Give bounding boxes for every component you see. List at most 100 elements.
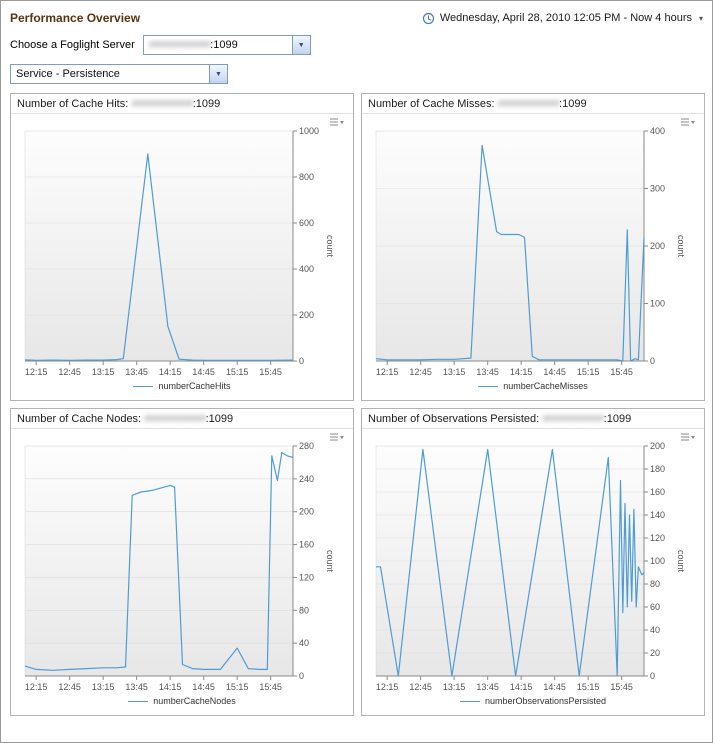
chart-canvas: 0 100 200 300 400 12:15 12:45 13:15 13:45 14:15 14… [375, 126, 686, 377]
page-header: Performance Overview Wednesday, April 28… [10, 11, 703, 25]
chart-legend: numberObservationsPersisted [364, 694, 702, 715]
svg-text:400: 400 [299, 264, 314, 274]
svg-text:40: 40 [299, 638, 309, 648]
server-select-label: Choose a Foglight Server [10, 39, 135, 51]
chart-panel-title: Number of Observations Persisted: ######… [362, 409, 704, 429]
svg-text:80: 80 [299, 605, 309, 615]
svg-text:13:15: 13:15 [92, 367, 115, 377]
chart-menu-icon[interactable] [329, 432, 345, 443]
service-select[interactable]: Service - Persistence ▼ [10, 64, 228, 84]
svg-text:0: 0 [650, 671, 655, 681]
chart-legend-label: numberCacheNodes [153, 696, 236, 706]
svg-text:120: 120 [650, 533, 665, 543]
svg-text:200: 200 [299, 310, 314, 320]
svg-text:80: 80 [650, 579, 660, 589]
svg-text:15:15: 15:15 [577, 682, 600, 692]
svg-text:600: 600 [299, 218, 314, 228]
svg-text:13:45: 13:45 [476, 682, 499, 692]
svg-text:14:15: 14:15 [159, 367, 182, 377]
chart-canvas: 0 40 80 120 160 200 240 280 12:15 12:45 13:15 13:45… [24, 441, 335, 692]
svg-text:15:45: 15:45 [259, 367, 282, 377]
service-select-row: Service - Persistence ▼ [10, 64, 703, 84]
chart-legend-label: numberObservationsPersisted [484, 696, 607, 706]
svg-text:160: 160 [650, 487, 665, 497]
svg-text:180: 180 [650, 464, 665, 474]
svg-text:0: 0 [299, 671, 304, 681]
chart-legend: numberCacheHits [13, 379, 351, 400]
charts-grid: Number of Cache Hits: ############:1099 … [10, 93, 705, 716]
chart-panel-body: 0 40 80 120 160 200 240 280 12:15 12:45 13:15 13:45… [11, 429, 353, 715]
svg-text:40: 40 [650, 625, 660, 635]
svg-text:1000: 1000 [299, 126, 319, 136]
service-select-value: Service - Persistence [16, 68, 120, 80]
chart-legend: numberCacheMisses [364, 379, 702, 400]
chart-panel-body: 0 100 200 300 400 12:15 12:45 13:15 13:45 14:15 14… [362, 114, 704, 400]
svg-text:count: count [676, 235, 686, 258]
svg-text:13:15: 13:15 [443, 682, 466, 692]
chart-panel-body: 0 20 40 60 80 100 120 140 160 180 200 12:15 12:45 13:… [362, 429, 704, 715]
chart-panel-title: Number of Cache Hits: ############:1099 [11, 94, 353, 114]
svg-text:280: 280 [299, 441, 314, 451]
dropdown-arrow-icon[interactable]: ▼ [209, 65, 227, 83]
server-name-redacted: ############ [148, 39, 211, 51]
server-name-redacted: ############ [131, 98, 193, 110]
svg-text:300: 300 [650, 184, 665, 194]
server-name-redacted: ############ [144, 413, 206, 425]
svg-text:14:45: 14:45 [192, 682, 215, 692]
svg-text:20: 20 [650, 648, 660, 658]
server-name-redacted: ############ [497, 98, 560, 110]
svg-text:100: 100 [650, 299, 665, 309]
chart-panel-observations-persisted: Number of Observations Persisted: ######… [361, 408, 705, 716]
svg-text:140: 140 [650, 510, 665, 520]
svg-text:12:15: 12:15 [25, 367, 48, 377]
server-select-row: Choose a Foglight Server ############:10… [10, 35, 703, 55]
chart-canvas: 0 20 40 60 80 100 120 140 160 180 200 12:15 12:45 13:… [375, 441, 686, 692]
svg-text:14:15: 14:15 [159, 682, 182, 692]
legend-line-swatch [459, 700, 480, 702]
svg-text:100: 100 [650, 556, 665, 566]
chart-canvas: 0 200 400 600 800 1000 12:15 12:45 13:15 13:45 14:… [24, 126, 335, 377]
foglight-server-select[interactable]: ############:1099 ▼ [142, 35, 311, 55]
svg-text:15:15: 15:15 [226, 367, 249, 377]
svg-text:12:15: 12:15 [25, 682, 48, 692]
chart-panel-title: Number of Cache Nodes: ############:1099 [11, 409, 353, 429]
svg-text:14:45: 14:45 [543, 367, 566, 377]
chart-menu-icon[interactable] [680, 432, 696, 443]
chart-menu-icon[interactable] [329, 117, 345, 128]
time-range-label: Wednesday, April 28, 2010 12:05 PM - Now… [439, 12, 692, 24]
svg-text:13:15: 13:15 [443, 367, 466, 377]
chart-panel-title: Number of Cache Misses: ############:109… [362, 94, 704, 114]
chart-menu-icon[interactable] [680, 117, 696, 128]
chart-panel-cache-hits: Number of Cache Hits: ############:1099 … [10, 93, 354, 401]
chevron-down-icon: ▾ [698, 13, 703, 23]
legend-line-swatch [133, 385, 154, 387]
chart-panel-cache-nodes: Number of Cache Nodes: ############:1099… [10, 408, 354, 716]
svg-text:12:45: 12:45 [409, 367, 432, 377]
svg-text:15:45: 15:45 [259, 682, 282, 692]
svg-text:14:45: 14:45 [543, 682, 566, 692]
svg-text:160: 160 [299, 540, 314, 550]
svg-text:13:45: 13:45 [476, 367, 499, 377]
svg-text:15:15: 15:15 [226, 682, 249, 692]
clock-icon [422, 12, 434, 24]
legend-line-swatch [128, 700, 149, 702]
svg-text:13:45: 13:45 [125, 367, 148, 377]
svg-text:12:45: 12:45 [409, 682, 432, 692]
svg-text:800: 800 [299, 172, 314, 182]
svg-text:13:45: 13:45 [125, 682, 148, 692]
svg-text:200: 200 [299, 507, 314, 517]
svg-text:0: 0 [299, 356, 304, 366]
time-range-selector[interactable]: Wednesday, April 28, 2010 12:05 PM - Now… [422, 12, 703, 25]
svg-text:14:15: 14:15 [510, 682, 533, 692]
chart-panel-cache-misses: Number of Cache Misses: ############:109… [361, 93, 705, 401]
dropdown-arrow-icon[interactable]: ▼ [291, 36, 310, 54]
chart-legend: numberCacheNodes [13, 694, 351, 715]
svg-text:400: 400 [650, 126, 665, 136]
chart-panel-body: 0 200 400 600 800 1000 12:15 12:45 13:15 13:45 14:… [11, 114, 353, 400]
server-select-value: ############:1099 [144, 39, 292, 51]
svg-text:14:15: 14:15 [510, 367, 533, 377]
svg-text:14:45: 14:45 [192, 367, 215, 377]
server-name-redacted: ############ [542, 413, 604, 425]
chart-legend-label: numberCacheMisses [503, 381, 588, 391]
